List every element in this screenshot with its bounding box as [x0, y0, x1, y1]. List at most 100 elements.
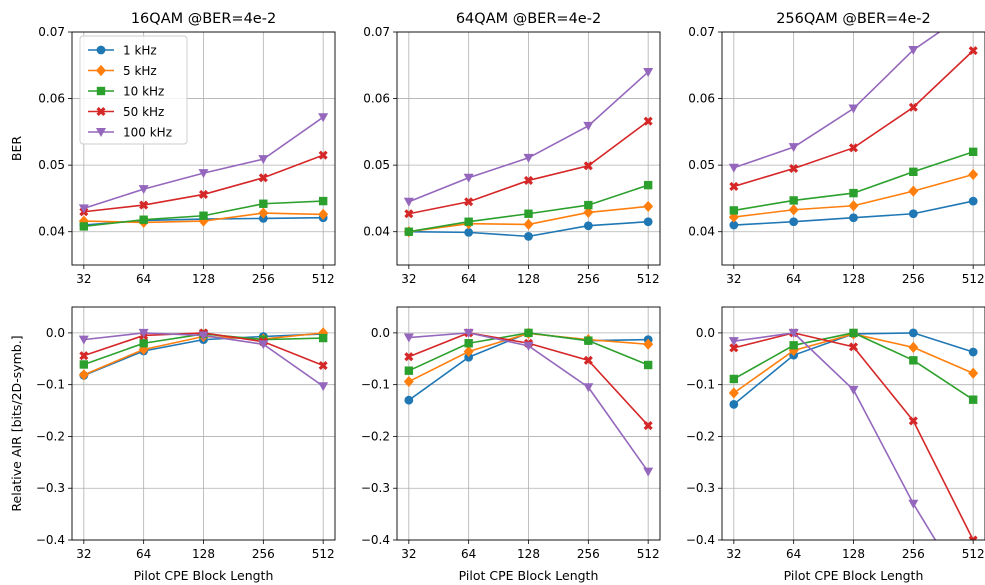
legend-marker [96, 86, 106, 96]
data-point [908, 341, 919, 353]
data-point [403, 333, 414, 343]
y-tick-label: −0.4 [361, 533, 390, 547]
legend-marker [96, 45, 106, 55]
data-point [138, 185, 149, 195]
data-point [463, 345, 474, 358]
x-tick-label: 128 [842, 547, 865, 561]
data-point [968, 5, 978, 14]
data-point [404, 395, 414, 405]
legend-label: 100 kHz [123, 125, 172, 139]
data-point [643, 338, 654, 350]
data-point [643, 116, 653, 126]
series-group [403, 67, 654, 241]
data-point [139, 215, 148, 224]
legend: 1 kHz 5 kHz 10 kHz 50 kHz 100 kHz [79, 35, 188, 145]
x-tick-label: 128 [192, 547, 215, 561]
data-point [789, 163, 799, 174]
subplot-4: 32 64 128 256 512 0.0 −0.1 −0.2 −0.3 −0.4 Pilot CP… [9, 306, 336, 583]
data-point [318, 196, 328, 206]
data-point [968, 46, 978, 56]
y-tick-label: 0.06 [363, 92, 390, 106]
data-point [968, 395, 978, 404]
data-point [848, 385, 859, 395]
data-point [788, 344, 799, 357]
data-point [643, 67, 654, 77]
y-tick-label: 0.07 [38, 25, 65, 39]
data-point [584, 200, 593, 210]
y-axis-label: BER [9, 136, 24, 161]
x-tick-label: 64 [786, 272, 801, 286]
x-tick-label: 256 [902, 547, 925, 561]
data-point [524, 209, 533, 218]
x-tick-label: 256 [577, 547, 600, 561]
data-point [138, 328, 149, 338]
data-point [909, 356, 918, 365]
data-point [464, 339, 473, 348]
data-point [258, 207, 269, 219]
data-point [729, 399, 739, 409]
data-point [78, 335, 89, 345]
x-tick-label: 64 [461, 272, 476, 286]
data-point [524, 231, 533, 241]
x-tick-label: 128 [842, 272, 865, 286]
y-tick-label: 0.04 [38, 225, 65, 239]
data-point [318, 382, 329, 392]
data-point [464, 197, 474, 207]
data-point [584, 336, 593, 345]
x-tick-label: 32 [76, 547, 91, 561]
data-point [79, 351, 89, 361]
x-tick-label: 128 [517, 272, 540, 286]
data-point [583, 383, 594, 393]
series-group [403, 327, 654, 477]
data-point [403, 197, 414, 207]
data-point [968, 535, 978, 540]
data-point [198, 169, 209, 179]
y-tick-label: 0.05 [38, 158, 65, 172]
data-point [464, 227, 474, 237]
data-point [908, 45, 919, 55]
data-point [583, 161, 593, 171]
data-point [258, 173, 268, 183]
subplot-1: 32 64 128 256 512 0.04 0.05 0.06 0.07 16QAM @BER=… [9, 11, 336, 286]
x-tick-label: 256 [577, 272, 600, 286]
series-group [728, 5, 979, 230]
data-point [318, 113, 329, 123]
data-point [258, 340, 269, 350]
y-tick-label: −0.3 [361, 481, 390, 495]
data-point [523, 341, 534, 351]
y-tick-label: 0.06 [38, 92, 65, 106]
data-point [643, 360, 653, 370]
x-axis-label: Pilot CPE Block Length [784, 568, 924, 583]
data-point [788, 204, 799, 216]
data-point [139, 339, 148, 348]
legend-marker [96, 128, 106, 137]
subplot-3: 32 64 128 256 512 0.04 0.05 0.06 0.07 256QAM @BER… [688, 5, 985, 286]
data-point [848, 143, 859, 153]
data-point [908, 185, 919, 197]
data-point [849, 188, 858, 198]
data-point [199, 211, 208, 220]
data-point [78, 369, 89, 381]
x-tick-label: 64 [136, 272, 151, 286]
data-point [848, 104, 859, 114]
x-tick-label: 256 [252, 272, 275, 286]
data-point [968, 147, 978, 157]
y-tick-label: −0.1 [361, 378, 390, 392]
y-tick-label: 0.05 [688, 158, 715, 172]
x-axis-label: Pilot CPE Block Length [459, 568, 599, 583]
data-point [968, 367, 979, 379]
x-axis-label: Pilot CPE Block Length [134, 568, 274, 583]
y-tick-label: −0.3 [686, 481, 715, 495]
data-point [463, 328, 474, 338]
y-tick-label: −0.2 [361, 429, 390, 443]
y-tick-label: 0.07 [688, 25, 715, 39]
data-point [788, 143, 799, 153]
x-tick-label: 64 [461, 547, 476, 561]
data-point [523, 218, 534, 230]
data-point [643, 421, 653, 431]
x-tick-label: 32 [401, 272, 416, 286]
data-point [318, 333, 328, 343]
data-point [643, 217, 653, 227]
y-tick-label: 0.06 [688, 92, 715, 106]
data-point [318, 208, 329, 221]
